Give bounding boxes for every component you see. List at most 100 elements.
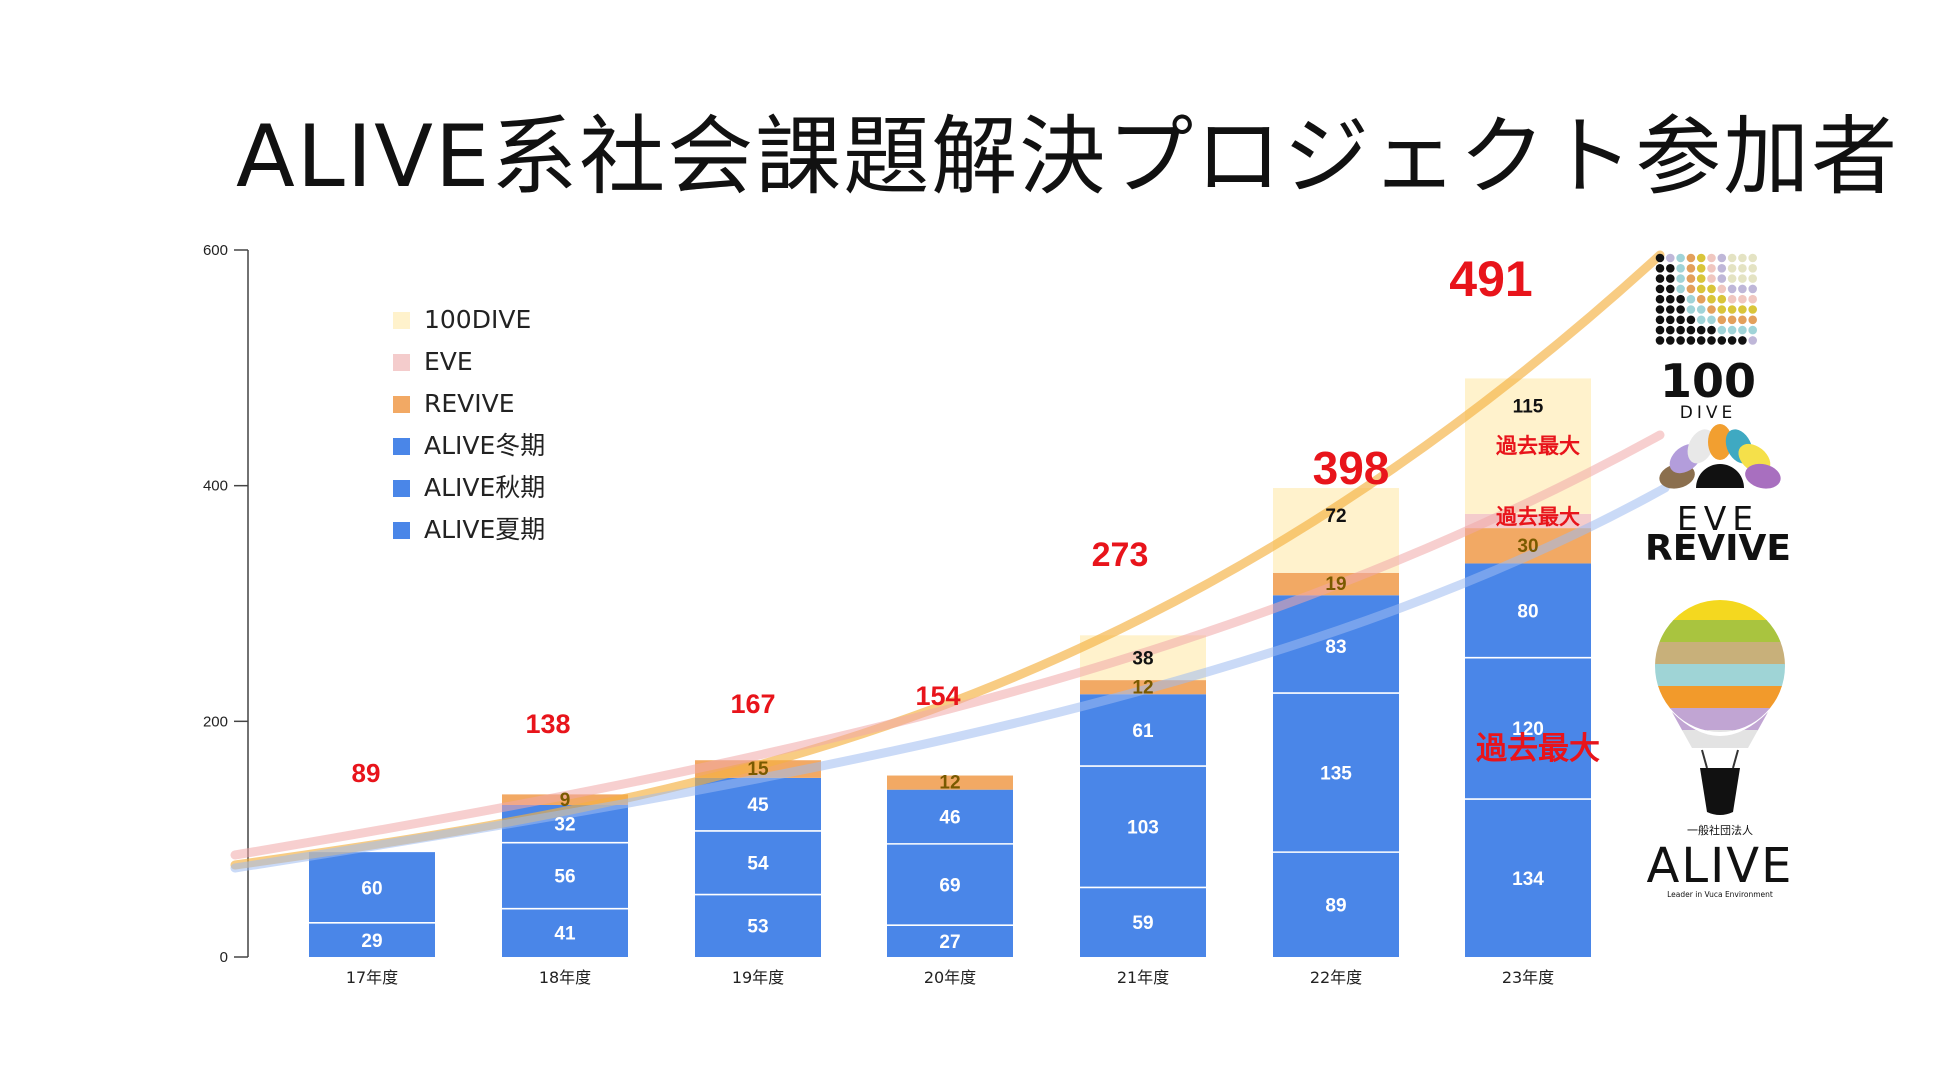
data-label: 103	[1127, 818, 1159, 839]
data-label: 115	[1513, 396, 1544, 417]
data-label: 80	[1517, 601, 1538, 622]
revive-logo-text: REVIVE	[1645, 528, 1791, 569]
alive-trend	[230, 483, 1670, 873]
annotation-record: 過去最大	[1496, 505, 1580, 529]
total-label: 491	[1449, 251, 1532, 307]
dive-logo-number: 100	[1660, 354, 1756, 408]
bar-segment-ALIVE冬期	[887, 789, 1013, 844]
data-label: 54	[747, 854, 769, 875]
data-label: 120	[1512, 719, 1544, 740]
bar-segment-ALIVE夏期	[695, 894, 821, 957]
data-label: 12	[939, 773, 960, 794]
dive-logo-icon	[1655, 253, 1757, 345]
bar-segment-ALIVE秋期	[695, 830, 821, 895]
bar-segment-ALIVE冬期	[1465, 563, 1591, 658]
total-label: 167	[730, 689, 775, 719]
legend-label: EVE	[424, 347, 473, 376]
x-tick-label: 23年度	[1502, 968, 1554, 987]
dive-logo-text: DIVE	[1680, 403, 1736, 423]
data-label: 15	[747, 759, 769, 780]
bar-segment-ALIVE秋期	[309, 852, 435, 923]
y-tick-label: 400	[203, 478, 228, 495]
data-label: 61	[1132, 721, 1154, 742]
x-tick-label: 21年度	[1117, 968, 1169, 987]
bar-segment-ALIVE夏期	[887, 925, 1013, 957]
data-label: 53	[747, 917, 768, 938]
bar-segment-ALIVE夏期	[1465, 799, 1591, 957]
bar-segment-ALIVE冬期	[1080, 694, 1206, 767]
total-label: 138	[525, 709, 570, 739]
y-tick-label: 200	[203, 713, 228, 730]
data-label: 72	[1325, 506, 1346, 527]
legend-swatch	[393, 438, 410, 455]
alive-logo-text: ALIVE	[1647, 838, 1794, 894]
legend-swatch	[393, 354, 410, 371]
bar-segment-REVIVE	[887, 775, 1013, 790]
legend-label: ALIVE冬期	[424, 431, 545, 460]
bar-segment-ALIVE夏期	[1273, 852, 1399, 957]
x-tick-label: 20年度	[924, 968, 976, 987]
y-axis: 0 200 400 600	[203, 242, 249, 966]
legend-swatch	[393, 396, 410, 413]
eve-logo-text: EVE	[1677, 499, 1759, 538]
legend-label: REVIVE	[424, 389, 515, 418]
bar-segment-ALIVE秋期	[1273, 693, 1399, 853]
data-labels: 29 60 17年度 41 56 32 9 18年度 53 54 45 15 19年度 27 69 46 12 2…	[346, 251, 1554, 987]
eve-trend	[230, 430, 1665, 860]
x-tick-label: 19年度	[732, 968, 784, 987]
y-tick-label: 600	[203, 242, 228, 259]
bar-segment-ALIVE秋期	[502, 842, 628, 909]
data-label: 134	[1512, 869, 1544, 890]
data-label: 12	[1132, 677, 1153, 698]
data-label: 27	[939, 932, 960, 953]
x-tick-label: 22年度	[1310, 968, 1362, 987]
legend-label: ALIVE秋期	[424, 473, 545, 502]
data-label: 38	[1132, 649, 1153, 670]
annotation-record: 過去最大	[1496, 434, 1580, 458]
bar-segment-ALIVE秋期	[887, 843, 1013, 926]
data-label: 89	[1325, 895, 1346, 916]
trendlines	[230, 250, 1670, 873]
bar-segment-ALIVE夏期	[309, 922, 435, 957]
data-label: 9	[560, 790, 571, 811]
eve-logo-icon	[1659, 424, 1781, 489]
alive-balloon-icon	[1655, 600, 1785, 815]
bar-segment-ALIVE夏期	[502, 908, 628, 957]
data-label: 135	[1320, 763, 1352, 784]
data-label: 69	[939, 875, 960, 896]
y-tick-label: 0	[220, 949, 228, 966]
annotation-record: 過去最大	[1476, 731, 1600, 767]
legend-label: ALIVE夏期	[424, 515, 545, 544]
data-label: 83	[1325, 637, 1346, 658]
bar-segment-ALIVE夏期	[1080, 887, 1206, 957]
legend-swatch	[393, 312, 410, 329]
x-tick-label: 17年度	[346, 968, 398, 987]
alive-caption: 一般社団法人	[1687, 823, 1753, 837]
page-title: ALIVE系社会課題解決プロジェクト参加者	[236, 107, 1900, 207]
data-label: 41	[554, 924, 576, 945]
data-label: 60	[361, 878, 382, 899]
data-label: 56	[554, 867, 575, 888]
legend-label: 100DIVE	[424, 305, 531, 334]
legend-swatch	[393, 480, 410, 497]
data-label: 29	[361, 931, 382, 952]
total-label: 89	[352, 758, 381, 788]
bar-segment-ALIVE秋期	[1465, 657, 1591, 800]
total-label: 273	[1092, 536, 1149, 574]
data-label: 59	[1132, 913, 1153, 934]
bar-segment-ALIVE秋期	[1080, 766, 1206, 888]
data-label: 46	[939, 808, 960, 829]
legend: 100DIVE EVE REVIVE ALIVE冬期 ALIVE秋期 ALIVE夏期	[393, 305, 545, 544]
alive-tagline: Leader in Vuca Environment	[1667, 890, 1773, 899]
legend-swatch	[393, 522, 410, 539]
data-label: 45	[747, 795, 769, 816]
x-tick-label: 18年度	[539, 968, 591, 987]
data-label: 32	[554, 815, 575, 836]
data-label: 19	[1325, 574, 1346, 595]
total-label: 398	[1313, 442, 1390, 494]
total-label: 154	[915, 681, 960, 711]
data-label: 30	[1517, 536, 1538, 557]
